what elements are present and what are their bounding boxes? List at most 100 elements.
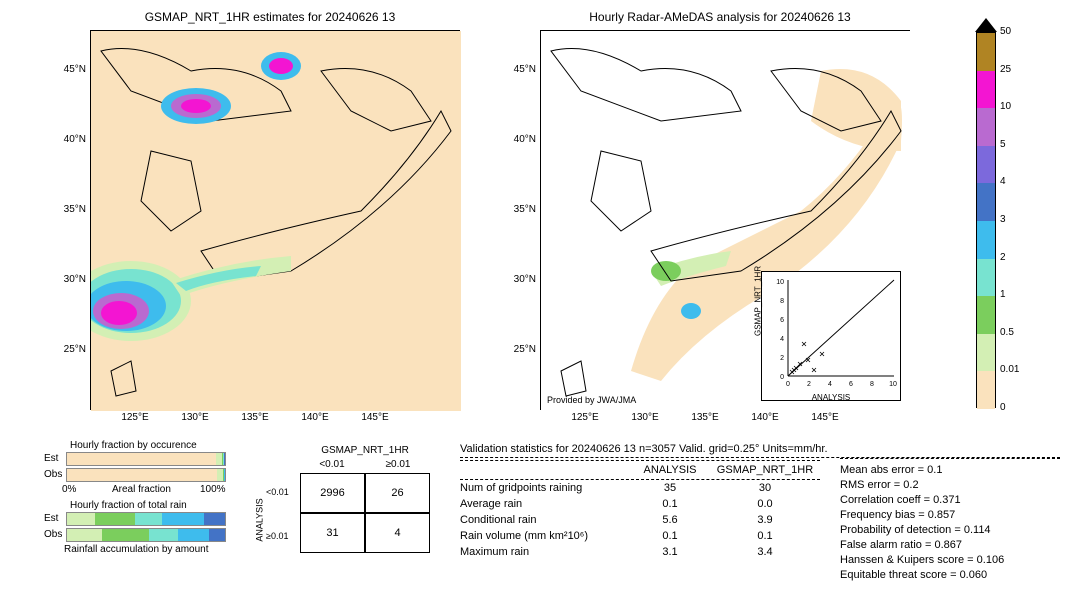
stats-label: Conditional rain bbox=[460, 514, 630, 526]
svg-text:4: 4 bbox=[828, 381, 832, 388]
colorbar-label: 0.01 bbox=[1000, 364, 1019, 375]
occurrence-axis-left: 0% bbox=[62, 484, 76, 495]
stats-row: Average rain0.10.0 bbox=[460, 496, 820, 512]
contingency-table: GSMAP_NRT_1HR ANALYSIS <0.01 ≥0.01 <0.01… bbox=[250, 445, 440, 565]
stats-analysis-val: 0.1 bbox=[630, 498, 710, 510]
map2-xtick: 135°E bbox=[685, 412, 725, 423]
metric-value: 0.114 bbox=[964, 524, 991, 536]
metric-row: Frequency bias = 0.857 bbox=[840, 508, 1060, 523]
bar-segment bbox=[178, 529, 210, 541]
colorbar-segment bbox=[977, 183, 995, 221]
svg-text:8: 8 bbox=[780, 298, 784, 305]
colorbar-label: 5 bbox=[1000, 139, 1006, 150]
occurrence-bar-obs bbox=[66, 468, 226, 482]
map1-ytick: 25°N bbox=[46, 344, 86, 355]
map2-xtick: 125°E bbox=[565, 412, 605, 423]
colorbar-label: 10 bbox=[1000, 101, 1011, 112]
totalrain-bar-obs bbox=[66, 528, 226, 542]
colorbar bbox=[976, 32, 996, 408]
stats-label: Average rain bbox=[460, 498, 630, 510]
occurrence-title: Hourly fraction by occurence bbox=[70, 440, 197, 451]
map1-xtick: 125°E bbox=[115, 412, 155, 423]
metric-row: False alarm ratio = 0.867 bbox=[840, 538, 1060, 553]
map1-xtick: 145°E bbox=[355, 412, 395, 423]
stats-analysis-val: 5.6 bbox=[630, 514, 710, 526]
stats-analysis-val: 3.1 bbox=[630, 546, 710, 558]
bar-segment bbox=[149, 529, 177, 541]
metric-label: Correlation coeff = bbox=[840, 494, 930, 506]
metric-value: 0.857 bbox=[928, 509, 956, 521]
map2-panel: Provided by JWA/JMA 0 2 4 bbox=[540, 30, 910, 410]
metric-label: Equitable threat score = bbox=[840, 569, 957, 581]
map1-ytick: 40°N bbox=[46, 134, 86, 145]
stats-label: Rain volume (mm km²10⁶) bbox=[460, 530, 630, 542]
map1-xtick: 130°E bbox=[175, 412, 215, 423]
contingency-cell-10: 31 bbox=[300, 513, 365, 553]
stats-label: Maximum rain bbox=[460, 546, 630, 558]
map1-ytick: 45°N bbox=[46, 64, 86, 75]
totalrain-bar-est bbox=[66, 512, 226, 526]
map1-xtick: 135°E bbox=[235, 412, 275, 423]
stats-gsmap-val: 3.4 bbox=[710, 546, 820, 558]
occurrence-bar-est bbox=[66, 452, 226, 466]
stats-row: Maximum rain3.13.4 bbox=[460, 544, 820, 560]
map2-xtick: 145°E bbox=[805, 412, 845, 423]
map2-xtick: 130°E bbox=[625, 412, 665, 423]
metric-value: 0.371 bbox=[933, 494, 961, 506]
map2-ytick: 40°N bbox=[496, 134, 536, 145]
totalrain-row-est: Est bbox=[44, 513, 58, 524]
metrics-list: Mean abs error = 0.1RMS error = 0.2Corre… bbox=[840, 458, 1060, 584]
colorbar-segment bbox=[977, 334, 995, 372]
metric-value: 0.2 bbox=[903, 479, 918, 491]
metric-label: Hanssen & Kuipers score = bbox=[840, 554, 974, 566]
svg-text:0: 0 bbox=[780, 374, 784, 381]
metric-value: 0.867 bbox=[934, 539, 962, 551]
metric-row: Correlation coeff = 0.371 bbox=[840, 493, 1060, 508]
svg-text:4: 4 bbox=[780, 336, 784, 343]
bar-segment bbox=[67, 529, 102, 541]
map1-ytick: 35°N bbox=[46, 204, 86, 215]
contingency-cell-01: 26 bbox=[365, 473, 430, 513]
totalrain-row-obs: Obs bbox=[44, 529, 62, 540]
colorbar-label: 50 bbox=[1000, 26, 1011, 37]
stats-table: ANALYSIS GSMAP_NRT_1HR Num of gridpoints… bbox=[460, 460, 820, 560]
colorbar-label: 2 bbox=[1000, 252, 1006, 263]
bar-segment bbox=[162, 513, 205, 525]
metric-row: Equitable threat score = 0.060 bbox=[840, 568, 1060, 583]
scatter-inset: 0 2 4 6 8 10 0 2 4 6 8 10 ANALYSIS GSMAP… bbox=[761, 271, 901, 401]
contingency-cell-00: 2996 bbox=[300, 473, 365, 513]
colorbar-segment bbox=[977, 371, 995, 409]
metric-row: RMS error = 0.2 bbox=[840, 478, 1060, 493]
contingency-row-label-0: <0.01 bbox=[266, 487, 289, 497]
occurrence-row-obs: Obs bbox=[44, 469, 62, 480]
stats-row: Num of gridpoints raining3530 bbox=[460, 480, 820, 496]
map2-ytick: 45°N bbox=[496, 64, 536, 75]
stats-row: Rain volume (mm km²10⁶)0.10.1 bbox=[460, 528, 820, 544]
stats-col-0 bbox=[460, 464, 630, 476]
map1-xtick: 140°E bbox=[295, 412, 335, 423]
metric-label: RMS error = bbox=[840, 479, 900, 491]
bar-segment bbox=[102, 529, 149, 541]
metric-row: Hanssen & Kuipers score = 0.106 bbox=[840, 553, 1060, 568]
metric-value: 0.060 bbox=[960, 569, 988, 581]
occurrence-row-est: Est bbox=[44, 453, 58, 464]
metric-row: Mean abs error = 0.1 bbox=[840, 463, 1060, 478]
inset-xlabel: ANALYSIS bbox=[762, 393, 900, 402]
metric-label: Mean abs error = bbox=[840, 464, 924, 476]
colorbar-segment bbox=[977, 71, 995, 109]
contingency-row-header: ANALYSIS bbox=[255, 498, 265, 541]
colorbar-segment bbox=[977, 146, 995, 184]
stats-analysis-val: 0.1 bbox=[630, 530, 710, 542]
map1-panel bbox=[90, 30, 460, 410]
contingency-col-header: GSMAP_NRT_1HR bbox=[300, 445, 430, 456]
metric-value: 0.106 bbox=[977, 554, 1005, 566]
colorbar-label: 3 bbox=[1000, 214, 1006, 225]
stats-gsmap-val: 0.0 bbox=[710, 498, 820, 510]
colorbar-segment bbox=[977, 296, 995, 334]
contingency-col-label-1: ≥0.01 bbox=[368, 459, 428, 470]
svg-text:2: 2 bbox=[780, 355, 784, 362]
bar-segment bbox=[209, 529, 225, 541]
occurrence-axis-right: 100% bbox=[200, 484, 226, 495]
colorbar-segment bbox=[977, 221, 995, 259]
map2-title: Hourly Radar-AMeDAS analysis for 2024062… bbox=[530, 10, 910, 24]
